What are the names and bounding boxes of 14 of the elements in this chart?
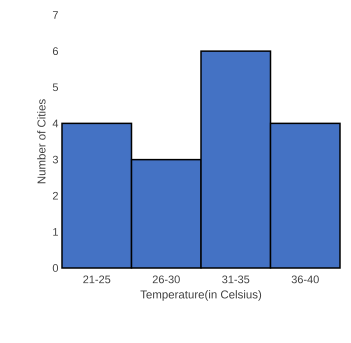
y-tick-label: 1 — [53, 228, 58, 236]
x-tick-label: 21-25 — [83, 276, 110, 284]
y-tick-label: 7 — [52, 11, 58, 19]
x-tick-label: 26-30 — [152, 276, 180, 284]
y-tick-label: 2 — [52, 192, 58, 200]
x-tick-label: 31-35 — [222, 276, 250, 284]
x-axis-title: Temperature(in Celsius) — [140, 290, 262, 301]
y-axis-title: Number of Cities — [37, 99, 46, 184]
y-tick-label: 6 — [52, 47, 58, 56]
y-tick-label: 4 — [52, 120, 58, 128]
x-tick-label: 36-40 — [292, 276, 319, 284]
y-tick-label: 3 — [52, 156, 58, 164]
y-tick-label: 5 — [52, 83, 58, 92]
y-tick-label: 0 — [52, 264, 58, 272]
